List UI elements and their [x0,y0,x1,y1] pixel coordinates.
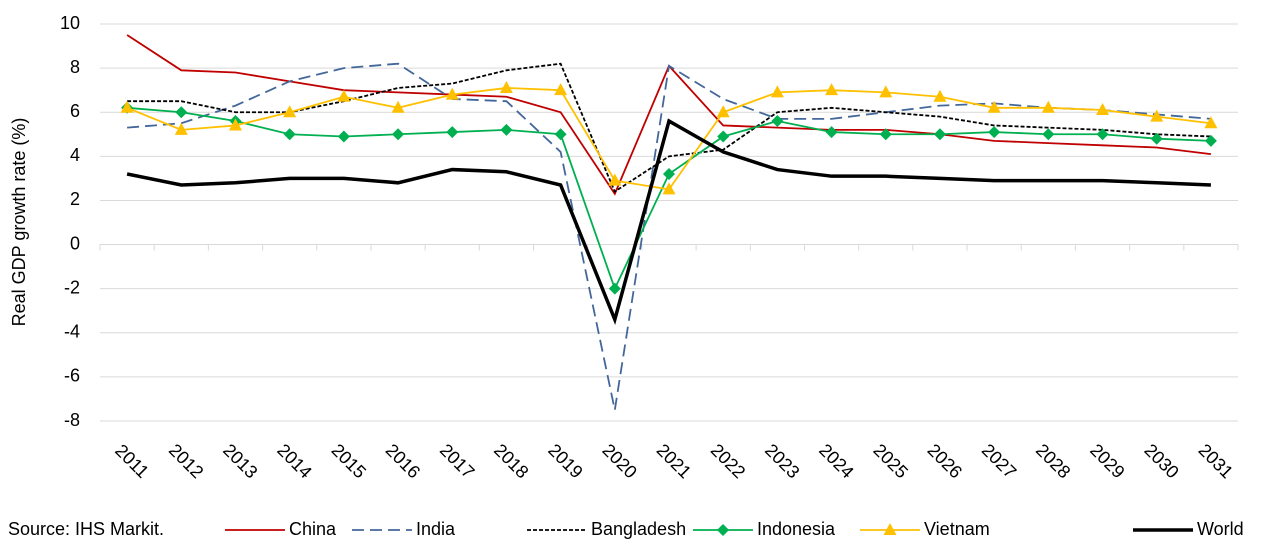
x-tick-label: 2015 [328,440,370,482]
y-tick-label: -6 [64,366,80,386]
series-line [127,62,1211,193]
marker [445,87,459,100]
x-tick-label: 2016 [382,440,424,482]
x-tick-label: 2031 [1195,440,1237,482]
marker [662,182,676,195]
marker [771,115,784,128]
marker [879,85,893,98]
x-tick-label: 2024 [815,440,857,482]
marker [1041,100,1055,113]
x-tick-label: 2014 [273,440,315,482]
marker [1150,132,1163,145]
y-tick-label: -4 [64,322,80,342]
x-tick-label: 2029 [1086,440,1128,482]
legend-label: Vietnam [924,519,990,539]
legend-label: India [416,519,456,539]
x-tick-label: 2028 [1032,440,1074,482]
marker [337,130,350,143]
marker [608,282,621,295]
marker [1096,103,1110,116]
marker [663,167,675,180]
y-tick-label: 4 [70,145,80,165]
x-tick-label: 2022 [707,440,749,482]
x-tick-label: 2013 [219,440,261,482]
marker [879,128,892,141]
marker [499,80,513,93]
y-tick-label: 8 [70,57,80,77]
marker [825,126,838,139]
marker [446,126,459,139]
marker [608,173,622,186]
marker [825,83,839,96]
x-tick-label: 2027 [978,440,1020,482]
x-tick-label: 2021 [653,440,695,482]
marker [987,100,1001,113]
marker [1204,116,1218,129]
legend-label: Bangladesh [591,519,686,539]
marker [716,105,730,118]
y-tick-label: 10 [60,13,80,33]
x-tick-label: 2018 [490,440,532,482]
marker [717,130,730,143]
x-tick-label: 2011 [111,440,153,482]
marker [1096,128,1109,141]
y-tick-label: -2 [64,277,80,297]
marker [391,100,405,113]
marker [337,89,351,102]
x-tick-label: 2019 [544,440,586,482]
marker [175,106,188,119]
y-tick-label: 6 [70,101,80,121]
x-tick-label: 2023 [761,440,803,482]
marker [770,85,784,98]
marker [120,100,134,113]
marker [1204,134,1217,147]
x-tick-label: 2017 [436,440,478,482]
x-tick-label: 2020 [598,440,640,482]
marker [283,128,296,141]
marker [717,524,729,536]
marker [1042,128,1055,141]
source-note: Source: IHS Markit. [8,519,164,539]
series-line [126,118,1211,326]
marker [933,89,947,102]
marker [228,118,242,131]
marker [988,126,1001,139]
marker [1150,109,1164,122]
marker [174,122,188,135]
y-axis-title: Real GDP growth rate (%) [9,118,29,327]
series-line [127,62,1211,411]
x-tick-label: 2025 [869,440,911,482]
marker [392,128,405,141]
legend-label: Indonesia [757,519,836,539]
y-tick-label: 0 [70,233,80,253]
marker [283,105,297,118]
x-tick-label: 2012 [165,440,207,482]
marker [883,523,897,535]
legend-label: China [289,519,337,539]
marker [554,83,568,96]
x-tick-label: 2030 [1140,440,1182,482]
legend-label: World [1197,519,1244,539]
marker [933,128,946,141]
y-tick-label: -8 [64,410,80,430]
x-tick-label: 2026 [924,440,966,482]
y-tick-label: 2 [70,189,80,209]
marker [500,123,513,136]
marker [554,128,567,141]
